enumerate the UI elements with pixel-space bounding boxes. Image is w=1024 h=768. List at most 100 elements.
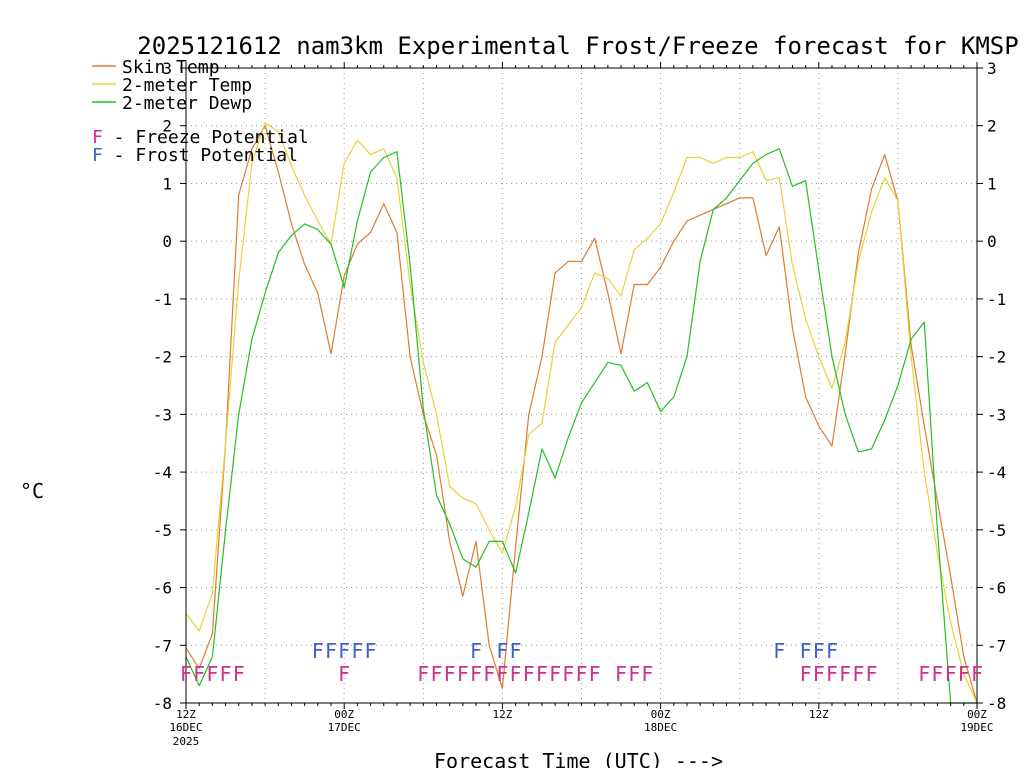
y-tick-label-right: -3: [987, 405, 1006, 424]
freeze-marker: F: [180, 662, 192, 686]
freeze-marker: F: [931, 662, 943, 686]
y-tick-label-left: 0: [162, 232, 172, 251]
x-tick-label-time: 12Z: [176, 708, 196, 721]
legend-note: F - Frost Potential: [92, 145, 298, 166]
grid-lines: [186, 68, 977, 703]
frost-marker: F: [813, 639, 825, 663]
y-tick-label-left: -4: [153, 463, 172, 482]
freeze-marker: F: [220, 662, 232, 686]
legend-note-text: - Freeze Potential: [103, 127, 309, 148]
frost-marker: F: [351, 639, 363, 663]
series-line-skin-temp: [185, 125, 978, 704]
series-line-2-meter-temp: [185, 122, 978, 704]
y-tick-label-right: 2: [987, 117, 997, 136]
x-tick-label-date: 17DEC: [328, 721, 361, 734]
y-tick-label-right: -1: [987, 290, 1006, 309]
y-tick-label-left: 1: [162, 174, 172, 193]
freeze-marker: F: [496, 662, 508, 686]
freeze-marker: F: [866, 662, 878, 686]
x-tick-label-time: 12Z: [809, 708, 829, 721]
x-tick-label-date: 18DEC: [644, 721, 677, 734]
freeze-marker: F: [562, 662, 574, 686]
freeze-marker: F: [444, 662, 456, 686]
y-tick-label-left: -2: [153, 348, 172, 367]
y-tick-label-left: -1: [153, 290, 172, 309]
freeze-marker: F: [852, 662, 864, 686]
freeze-marker: F: [523, 662, 535, 686]
frost-marker: F: [312, 639, 324, 663]
freeze-marker: F: [338, 662, 350, 686]
freeze-marker: F: [233, 662, 245, 686]
freeze-marker: F: [800, 662, 812, 686]
freeze-marker: F: [826, 662, 838, 686]
frost-marker: F: [800, 639, 812, 663]
x-tick-label-time: 00Z: [334, 708, 354, 721]
freeze-marker: F: [575, 662, 587, 686]
freeze-marker: F: [589, 662, 601, 686]
series-line-2-meter-dewp: [185, 148, 977, 704]
y-tick-label-right: -6: [987, 579, 1006, 598]
legend-note-symbol: F: [92, 127, 103, 148]
frost-freeze-markers: F F F F F F F F F F F F F F F F F F F F F F F F F F F F F F F F F FF F F F F F…: [180, 639, 983, 686]
x-tick-label-date: 16DEC: [169, 721, 202, 734]
frost-marker: F: [325, 639, 337, 663]
y-tick-label-right: -4: [987, 463, 1006, 482]
frost-marker: F: [773, 639, 785, 663]
legend-note-symbol: F: [92, 145, 103, 166]
freeze-marker: F: [457, 662, 469, 686]
freeze-marker: F: [483, 662, 495, 686]
x-tick-label-time: 00Z: [967, 708, 987, 721]
freeze-marker: F: [206, 662, 218, 686]
y-tick-label-left: -6: [153, 579, 172, 598]
y-tick-label-right: -5: [987, 521, 1006, 540]
freeze-marker: F: [813, 662, 825, 686]
freeze-marker: F: [918, 662, 930, 686]
x-tick-label-year: 2025: [173, 735, 200, 748]
freeze-marker: F: [430, 662, 442, 686]
y-tick-label-right: 3: [987, 59, 997, 78]
y-tick-label-right: -7: [987, 636, 1006, 655]
frost-marker: F: [496, 639, 508, 663]
series-lines: [185, 122, 978, 704]
legend-entry: 2-meter Temp: [122, 75, 252, 96]
freeze-marker: F: [549, 662, 561, 686]
freeze-marker: F: [971, 662, 983, 686]
y-tick-label-left: 3: [162, 59, 172, 78]
y-tick-label-right: -8: [987, 694, 1006, 713]
y-tick-label-left: -8: [153, 694, 172, 713]
y-tick-label-right: -2: [987, 348, 1006, 367]
legend-note-text: - Frost Potential: [103, 145, 298, 166]
freeze-marker: F: [193, 662, 205, 686]
chart-title: 2025121612 nam3km Experimental Frost/Fre…: [137, 32, 1018, 60]
y-tick-label-left: -7: [153, 636, 172, 655]
frost-marker: F: [826, 639, 838, 663]
frost-marker: F: [470, 639, 482, 663]
x-axis-label: Forecast Time (UTC) --->: [434, 749, 723, 768]
x-tick-label-time: 12Z: [492, 708, 512, 721]
freeze-marker: F: [615, 662, 627, 686]
freeze-marker: F: [510, 662, 522, 686]
axis-ticks: -8 -8 -7 -7 -6 -6 -5 -5 -4 -4 -3 -3 -2 -2 -1 -1 0 0 1 1 2 2 3 3…: [153, 59, 1007, 748]
frost-marker: F: [365, 639, 377, 663]
freeze-marker: F: [958, 662, 970, 686]
freeze-marker: F: [641, 662, 653, 686]
frost-marker: F: [338, 639, 350, 663]
freeze-marker: F: [470, 662, 482, 686]
y-tick-label-right: 1: [987, 174, 997, 193]
legend-entry: 2-meter Dewp: [122, 93, 252, 114]
y-axis-label: °C: [20, 479, 44, 503]
freeze-marker: F: [628, 662, 640, 686]
y-tick-label-right: 0: [987, 232, 997, 251]
y-tick-label-left: -3: [153, 405, 172, 424]
legend-note: F - Freeze Potential: [92, 127, 309, 148]
freeze-marker: F: [417, 662, 429, 686]
freeze-marker: F: [945, 662, 957, 686]
frost-marker: F: [510, 639, 522, 663]
freeze-marker: F: [536, 662, 548, 686]
y-tick-label-left: 2: [162, 117, 172, 136]
x-tick-label-time: 00Z: [651, 708, 671, 721]
legend-entry: Skin Temp: [122, 57, 220, 78]
